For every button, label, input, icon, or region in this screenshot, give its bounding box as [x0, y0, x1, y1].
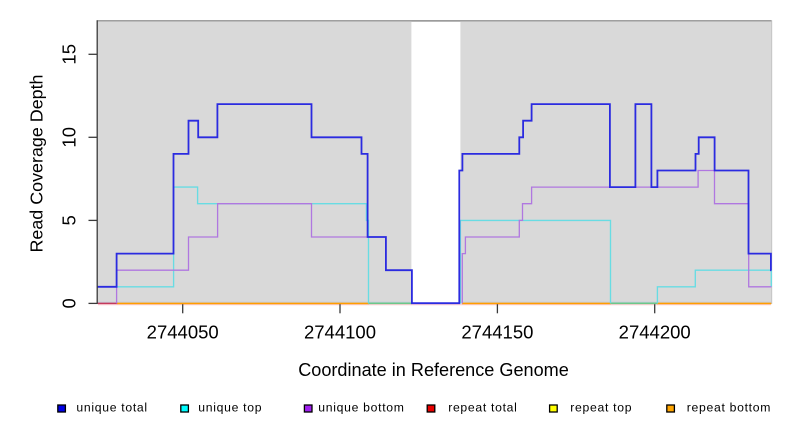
- svg-text:5: 5: [58, 215, 79, 225]
- svg-text:repeat bottom: repeat bottom: [687, 401, 771, 415]
- svg-text:repeat top: repeat top: [570, 401, 632, 415]
- svg-text:unique bottom: unique bottom: [318, 401, 404, 415]
- svg-text:2744200: 2744200: [619, 322, 691, 343]
- svg-text:2744050: 2744050: [147, 322, 219, 343]
- svg-text:15: 15: [58, 44, 79, 65]
- svg-text:repeat total: repeat total: [448, 401, 517, 415]
- svg-text:Coordinate in Reference Genome: Coordinate in Reference Genome: [298, 360, 569, 380]
- svg-text:2744100: 2744100: [304, 322, 376, 343]
- svg-text:Read Coverage Depth: Read Coverage Depth: [27, 74, 47, 252]
- svg-text:0: 0: [58, 298, 79, 308]
- svg-text:unique top: unique top: [198, 401, 262, 415]
- svg-text:10: 10: [58, 127, 79, 148]
- svg-text:unique total: unique total: [76, 401, 147, 415]
- svg-text:2744150: 2744150: [461, 322, 533, 343]
